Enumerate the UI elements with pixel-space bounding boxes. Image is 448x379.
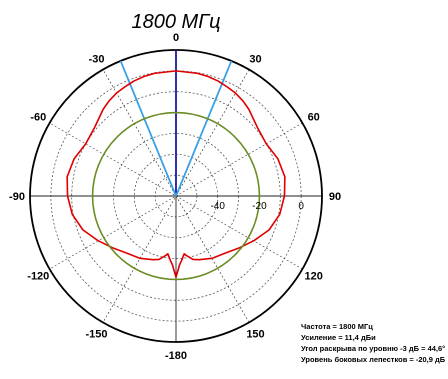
info-line: Частота = 1800 МГц bbox=[301, 322, 373, 331]
info-line: Усиление = 11,4 дБи bbox=[301, 333, 376, 342]
angle-tick-label: 0 bbox=[173, 32, 179, 44]
angle-tick-label: 30 bbox=[249, 53, 261, 65]
series-2-line bbox=[91, 111, 261, 281]
info-line: Угол раскрыва по уровню -3 дБ = 44,6° bbox=[301, 344, 445, 353]
angle-tick-label: -180 bbox=[165, 350, 187, 362]
angle-tick-label: -30 bbox=[89, 53, 105, 65]
angle-tick-label: -120 bbox=[27, 271, 49, 283]
angle-tick-label: -150 bbox=[85, 329, 107, 341]
info-line: Уровень боковых лепестков = -20,9 дБ bbox=[301, 355, 446, 364]
info-annotations: Частота = 1800 МГц Усиление = 11,4 дБи Уго… bbox=[301, 322, 446, 364]
radial-tick-label: 0 bbox=[298, 201, 304, 212]
angle-tick-label: 120 bbox=[305, 271, 323, 283]
angle-tick-label: -60 bbox=[30, 112, 46, 124]
chart-title: 1800 МГц bbox=[131, 11, 220, 33]
beam-line bbox=[119, 60, 177, 197]
angle-tick-label: 90 bbox=[329, 191, 341, 203]
angle-tick-labels: 0 30 60 90 120 150 -180 -150 -120 -90 -60 -30 bbox=[9, 32, 341, 362]
angle-tick-label: -90 bbox=[9, 191, 25, 203]
angle-tick-label: 150 bbox=[246, 329, 264, 341]
radial-tick-labels: -40 -20 0 bbox=[210, 201, 304, 212]
radial-tick-label: -20 bbox=[252, 201, 267, 212]
beam-line bbox=[175, 60, 233, 197]
angle-tick-label: 60 bbox=[308, 112, 320, 124]
radial-tick-label: -40 bbox=[210, 201, 225, 212]
series-1-line bbox=[66, 70, 286, 279]
series-group bbox=[66, 70, 286, 281]
